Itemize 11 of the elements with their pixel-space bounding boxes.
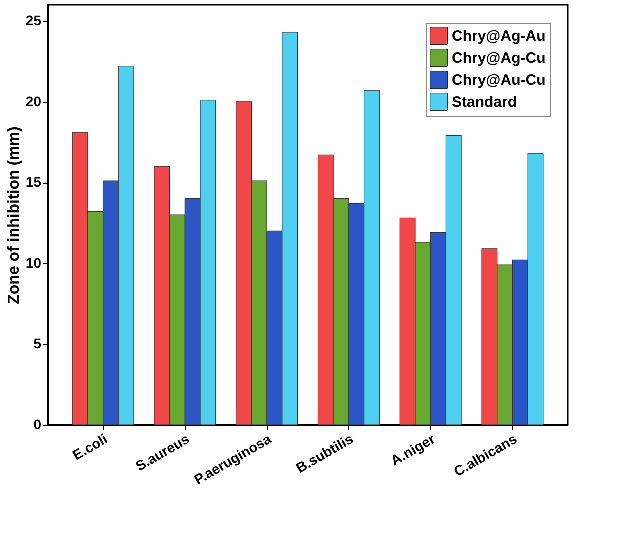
legend-label: Chry@Au-Cu: [452, 72, 546, 89]
y-tick-label: 25: [26, 12, 42, 29]
y-tick-label: 10: [26, 254, 42, 271]
y-tick-label: 5: [34, 336, 42, 352]
legend-label: Chry@Ag-Au: [452, 28, 546, 45]
y-axis-title: Zone of inhibition (mm): [6, 126, 23, 304]
y-tick-label: 15: [26, 174, 42, 190]
legend-label: Standard: [452, 94, 518, 111]
y-tick-label: 0: [34, 416, 42, 432]
legend-label: Chry@Ag-Cu: [452, 50, 546, 67]
y-tick-label: 20: [26, 93, 42, 110]
